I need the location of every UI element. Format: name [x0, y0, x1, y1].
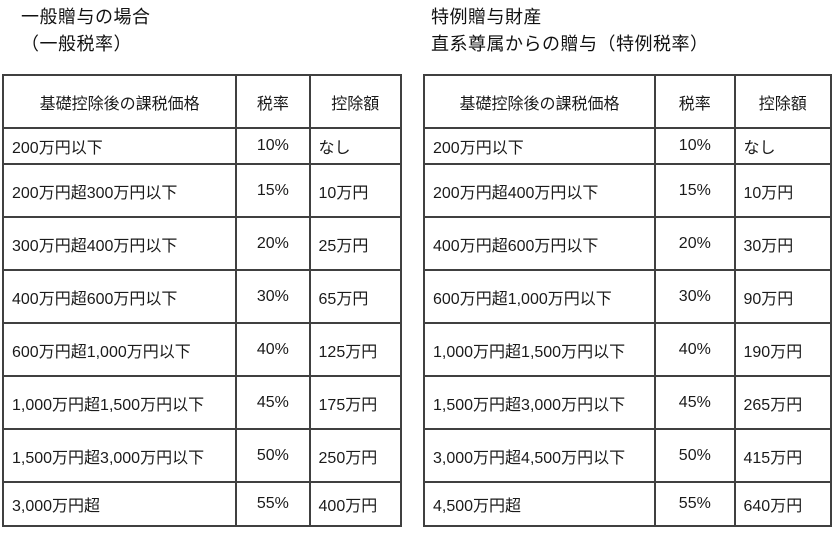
header-row: 基礎控除後の課税価格 税率 控除額	[1, 74, 403, 129]
taxable-amount-cell: 3,000万円超4,500万円以下	[422, 428, 657, 483]
table-row: 1,500万円超3,000万円以下 45% 265万円	[422, 375, 832, 430]
table-row: 1,000万円超1,500万円以下 40% 190万円	[422, 322, 832, 377]
tax-rate-cell: 20%	[654, 216, 736, 271]
title-line-1: 一般贈与の場合	[21, 7, 151, 27]
header-row: 基礎控除後の課税価格 税率 控除額	[422, 74, 832, 129]
column-header-taxable-amount: 基礎控除後の課税価格	[1, 74, 238, 129]
title-line-2: （一般税率）	[21, 34, 132, 54]
tax-rate-cell: 55%	[235, 481, 311, 527]
table-row: 600万円超1,000万円以下 40% 125万円	[1, 322, 403, 377]
taxable-amount-cell: 400万円超600万円以下	[422, 216, 657, 271]
taxable-amount-cell: 600万円超1,000万円以下	[1, 322, 238, 377]
deduction-cell: 65万円	[308, 269, 403, 324]
table-row: 400万円超600万円以下 20% 30万円	[422, 216, 832, 271]
taxable-amount-cell: 400万円超600万円以下	[1, 269, 238, 324]
special-table-title: 特例贈与財産 直系尊属からの贈与（特例税率）	[431, 4, 709, 58]
taxable-amount-cell: 200万円以下	[1, 127, 238, 165]
column-header-deduction: 控除額	[308, 74, 403, 129]
general-table-title: 一般贈与の場合 （一般税率）	[21, 4, 151, 58]
deduction-cell: 640万円	[733, 481, 832, 527]
deduction-cell: なし	[308, 127, 403, 165]
deduction-cell: 10万円	[733, 163, 832, 218]
table-row: 200万円超400万円以下 15% 10万円	[422, 163, 832, 218]
tax-rate-cell: 20%	[235, 216, 311, 271]
title-line-1: 特例贈与財産	[431, 7, 542, 27]
tax-rate-cell: 55%	[654, 481, 736, 527]
table-row: 3,000万円超4,500万円以下 50% 415万円	[422, 428, 832, 483]
deduction-cell: 125万円	[308, 322, 403, 377]
table-row: 1,500万円超3,000万円以下 50% 250万円	[1, 428, 403, 483]
tax-rate-cell: 45%	[654, 375, 736, 430]
taxable-amount-cell: 200万円以下	[422, 127, 657, 165]
table-row: 4,500万円超 55% 640万円	[422, 481, 832, 527]
tax-rate-cell: 15%	[654, 163, 736, 218]
deduction-cell: 250万円	[308, 428, 403, 483]
deduction-cell: 175万円	[308, 375, 403, 430]
table-row: 600万円超1,000万円以下 30% 90万円	[422, 269, 832, 324]
deduction-cell: 10万円	[308, 163, 403, 218]
tax-rate-cell: 40%	[235, 322, 311, 377]
taxable-amount-cell: 3,000万円超	[1, 481, 238, 527]
tax-rate-cell: 40%	[654, 322, 736, 377]
taxable-amount-cell: 1,500万円超3,000万円以下	[1, 428, 238, 483]
tax-rate-cell: 30%	[654, 269, 736, 324]
taxable-amount-cell: 1,000万円超1,500万円以下	[1, 375, 238, 430]
table-row: 200万円以下 10% なし	[422, 127, 832, 165]
deduction-cell: 30万円	[733, 216, 832, 271]
tax-rate-cell: 15%	[235, 163, 311, 218]
column-header-deduction: 控除額	[733, 74, 832, 129]
tax-rate-cell: 50%	[654, 428, 736, 483]
taxable-amount-cell: 200万円超400万円以下	[422, 163, 657, 218]
deduction-cell: 190万円	[733, 322, 832, 377]
tax-rate-cell: 30%	[235, 269, 311, 324]
deduction-cell: 90万円	[733, 269, 832, 324]
table-row: 1,000万円超1,500万円以下 45% 175万円	[1, 375, 403, 430]
taxable-amount-cell: 600万円超1,000万円以下	[422, 269, 657, 324]
table-row: 400万円超600万円以下 30% 65万円	[1, 269, 403, 324]
table-row: 3,000万円超 55% 400万円	[1, 481, 403, 527]
column-header-taxable-amount: 基礎控除後の課税価格	[422, 74, 657, 129]
special-tax-rate-table: 基礎控除後の課税価格 税率 控除額 200万円以下 10% なし 200万円超4…	[422, 74, 832, 527]
deduction-cell: なし	[733, 127, 832, 165]
table-row: 200万円以下 10% なし	[1, 127, 403, 165]
taxable-amount-cell: 1,500万円超3,000万円以下	[422, 375, 657, 430]
taxable-amount-cell: 300万円超400万円以下	[1, 216, 238, 271]
taxable-amount-cell: 200万円超300万円以下	[1, 163, 238, 218]
tax-rate-cell: 10%	[654, 127, 736, 165]
deduction-cell: 415万円	[733, 428, 832, 483]
taxable-amount-cell: 1,000万円超1,500万円以下	[422, 322, 657, 377]
deduction-cell: 25万円	[308, 216, 403, 271]
tax-rate-cell: 50%	[235, 428, 311, 483]
column-header-tax-rate: 税率	[235, 74, 311, 129]
table-row: 300万円超400万円以下 20% 25万円	[1, 216, 403, 271]
general-tax-rate-table: 基礎控除後の課税価格 税率 控除額 200万円以下 10% なし 200万円超3…	[1, 74, 403, 527]
column-header-tax-rate: 税率	[654, 74, 736, 129]
tax-rate-cell: 10%	[235, 127, 311, 165]
title-line-2: 直系尊属からの贈与（特例税率）	[431, 34, 709, 54]
deduction-cell: 265万円	[733, 375, 832, 430]
table-row: 200万円超300万円以下 15% 10万円	[1, 163, 403, 218]
taxable-amount-cell: 4,500万円超	[422, 481, 657, 527]
deduction-cell: 400万円	[308, 481, 403, 527]
tax-rate-cell: 45%	[235, 375, 311, 430]
